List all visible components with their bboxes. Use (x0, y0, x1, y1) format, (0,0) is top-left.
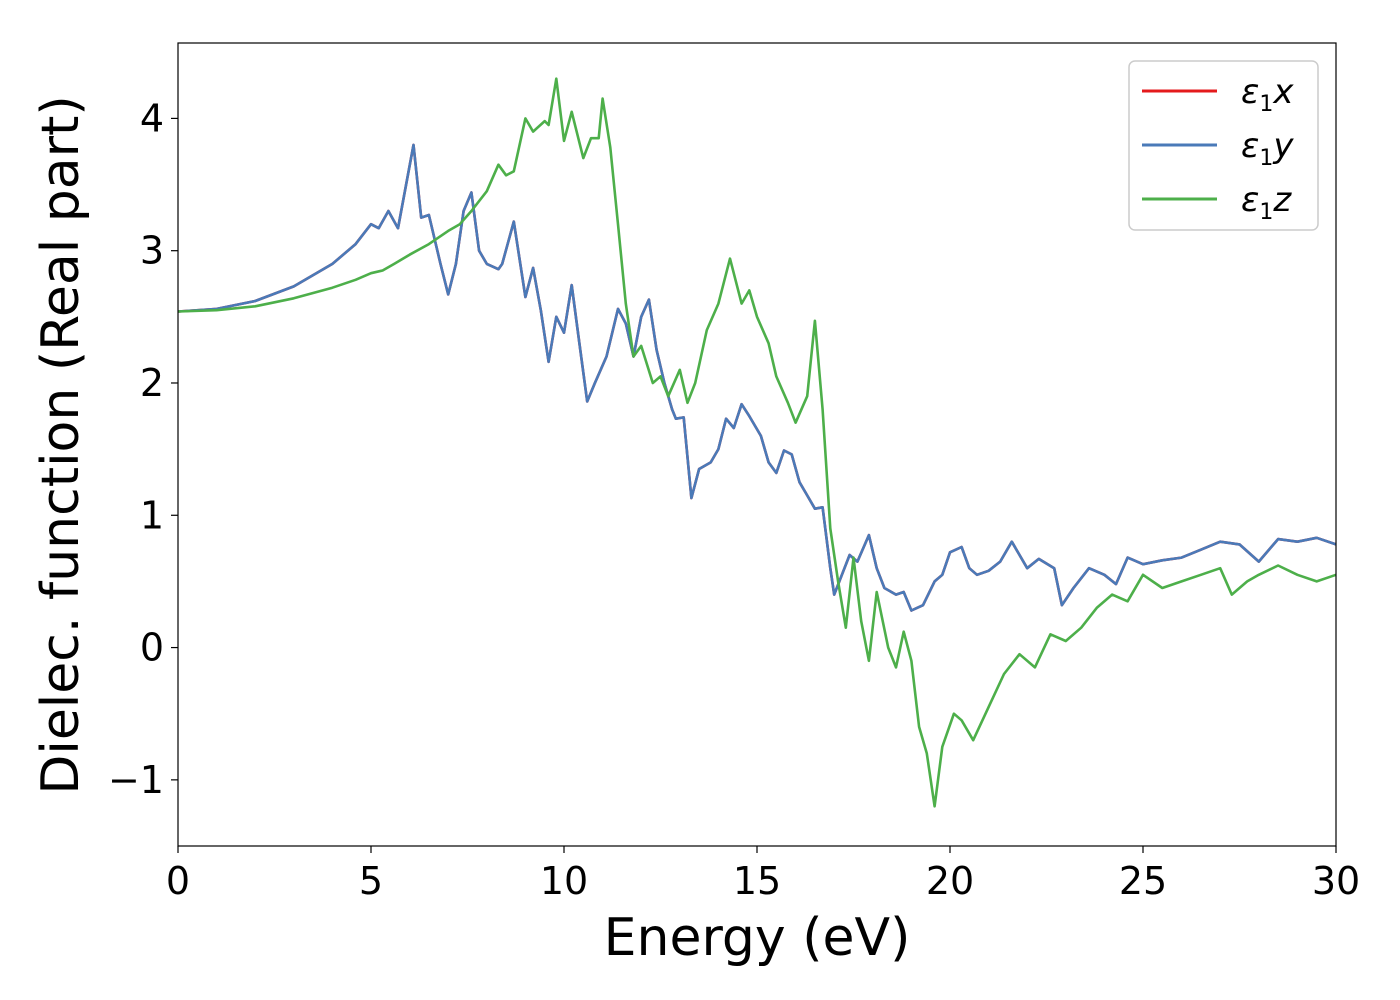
x-tick-label: 0 (166, 859, 190, 903)
y-tick-label: 2 (140, 361, 164, 405)
legend: ε1x ε1y ε1z (1128, 60, 1319, 231)
y-tick-label: 1 (140, 493, 164, 537)
y-tick-label: 4 (140, 96, 164, 140)
y-tick-label: −1 (108, 758, 164, 802)
y-tick-label: 0 (140, 626, 164, 670)
legend-label-z: ε1z (1241, 180, 1292, 225)
y-axis-label: Dielec. function (Real part) (31, 95, 91, 794)
series-line-y (178, 143, 1336, 612)
legend-box (1128, 60, 1319, 231)
legend-label-x: ε1x (1241, 72, 1294, 117)
x-tick-label: 10 (540, 859, 588, 903)
axes: 0 5 10 15 20 25 30 −1 0 1 2 3 4 (108, 42, 1360, 903)
y-tick-label: 3 (140, 229, 164, 273)
legend-label-y: ε1y (1241, 126, 1294, 171)
x-tick-label: 30 (1312, 859, 1360, 903)
x-tick-label: 15 (733, 859, 781, 903)
plot-area (178, 77, 1336, 808)
x-axis-label: Energy (eV) (604, 908, 911, 968)
x-tick-label: 25 (1119, 859, 1167, 903)
series-line-z (178, 77, 1336, 808)
x-tick-label: 5 (359, 859, 383, 903)
x-tick-label: 20 (926, 859, 974, 903)
